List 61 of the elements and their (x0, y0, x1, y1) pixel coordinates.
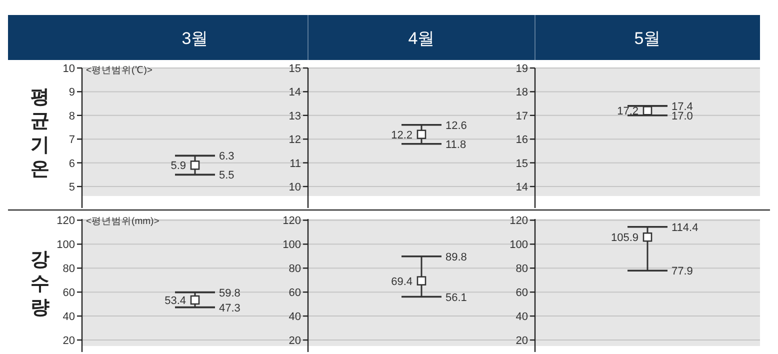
y-tick-label: 9 (68, 86, 75, 99)
y-tick-label: 15 (288, 63, 301, 75)
data-label: 53.4 (164, 294, 186, 307)
y-tick-label: 14 (288, 86, 301, 99)
y-tick-label: 100 (510, 239, 528, 252)
y-tick-label: 60 (516, 287, 528, 300)
y-tick-label: 40 (62, 311, 75, 324)
y-axis-title: 강수량 (30, 250, 50, 318)
y-tick-label: 17 (516, 110, 528, 122)
y-tick-label: 20 (516, 335, 528, 348)
y-tick-label: 10 (288, 182, 301, 194)
y-tick-label: 60 (288, 287, 301, 300)
y-tick-label: 13 (288, 110, 301, 122)
annotation: 12.6 (446, 120, 467, 132)
annotation: 89.8 (446, 251, 467, 264)
annotation: 47.3 (219, 302, 240, 314)
chart-title: 4월 (408, 29, 435, 48)
y-tick-label: 16 (516, 134, 528, 146)
y-tick-label: 100 (56, 239, 75, 252)
annotation: 114.4 (672, 222, 698, 234)
data-label: 5.9 (170, 160, 186, 172)
y-tick-label: 19 (516, 63, 528, 75)
y-tick-label: 7 (68, 134, 75, 146)
y-tick-label: 5 (68, 182, 75, 194)
data-label: 17.2 (617, 106, 638, 118)
chart-subtitle: <평년범위(mm)> (86, 216, 160, 227)
y-tick-label: 40 (516, 311, 528, 324)
y-tick-label: 8 (68, 110, 75, 122)
y-tick-label: 40 (288, 311, 301, 324)
y-tick-label: 80 (516, 263, 528, 276)
y-tick-label: 60 (62, 287, 75, 300)
y-tick-label: 80 (62, 263, 75, 276)
annotation: 17.0 (672, 110, 693, 122)
annotation: 6.3 (219, 150, 234, 163)
y-tick-label: 80 (288, 263, 301, 276)
y-tick-label: 20 (288, 335, 301, 348)
chart-title: 3월 (182, 29, 208, 48)
y-tick-label: 14 (516, 182, 528, 194)
annotation: 77.9 (672, 266, 693, 278)
y-axis-title: 평균기온 (30, 87, 50, 180)
annotation: 17.4 (672, 100, 693, 113)
y-tick-label: 120 (282, 215, 301, 228)
y-tick-label: 15 (516, 158, 528, 170)
y-tick-label: 120 (56, 215, 75, 228)
y-tick-label: 100 (282, 239, 301, 252)
annotation: 11.8 (446, 138, 466, 151)
annotation: 5.5 (219, 170, 234, 182)
y-tick-label: 11 (290, 158, 301, 170)
data-label: 105.9 (610, 232, 638, 244)
data-label: 12.2 (391, 129, 412, 142)
y-tick-label: 120 (510, 215, 528, 228)
y-tick-label: 20 (62, 335, 75, 348)
chart-subtitle: <평년범위(℃)> (86, 65, 153, 76)
annotation: 56.1 (446, 292, 467, 304)
y-tick-label: 18 (516, 86, 528, 99)
y-tick-label: 6 (68, 158, 75, 170)
chart-title: 5월 (634, 29, 661, 48)
y-tick-label: 10 (62, 63, 75, 75)
data-label: 69.4 (391, 276, 412, 288)
annotation: 59.8 (219, 287, 240, 300)
y-tick-label: 12 (288, 134, 301, 146)
